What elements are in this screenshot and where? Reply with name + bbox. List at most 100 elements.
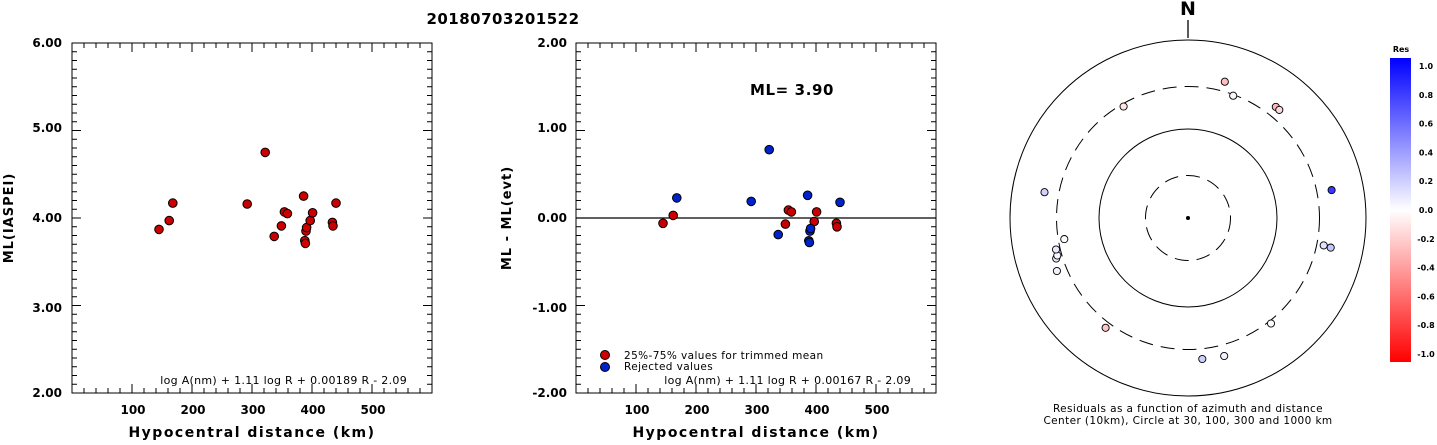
x-tick-label: 500 — [864, 403, 889, 417]
data-point — [168, 198, 178, 208]
data-point — [328, 221, 338, 231]
data-point — [242, 199, 252, 209]
y-tick-label: 6.00 — [32, 36, 62, 50]
x-tick-label: 200 — [684, 403, 709, 417]
colorbar-tick-label: -0.4 — [1417, 264, 1435, 273]
data-point — [672, 193, 682, 203]
colorbar-title: Res — [1393, 45, 1410, 54]
colorbar-tick-label: 1.0 — [1419, 62, 1434, 71]
residual-point — [1220, 77, 1229, 86]
data-point — [835, 197, 845, 208]
data-point — [764, 144, 775, 155]
data-point — [154, 224, 164, 235]
data-point — [832, 222, 842, 232]
colorbar-gradient — [1390, 58, 1411, 362]
residual-points — [1040, 77, 1336, 364]
data-point — [668, 210, 679, 221]
x-tick-labels: 100 200 300 400 500 — [624, 403, 889, 417]
distance-ring — [1098, 128, 1278, 308]
residual-point — [1198, 354, 1207, 364]
data-point — [269, 231, 280, 242]
colorbar-tick-label: -0.8 — [1417, 321, 1435, 330]
data-point — [300, 238, 311, 249]
x-tick-label: 400 — [804, 403, 829, 417]
residual-point — [1051, 245, 1061, 254]
residual-point — [1101, 323, 1110, 332]
formula-text: log A(nm) + 1.11 log R + 0.00167 R - 2.0… — [664, 374, 911, 387]
data-point — [276, 221, 287, 231]
x-tick-label: 100 — [120, 403, 145, 417]
legend-label-rejected: Rejected values — [624, 361, 713, 373]
data-point — [298, 191, 309, 201]
x-tick-label: 200 — [180, 403, 205, 417]
data-point — [164, 215, 174, 226]
north-label: N — [1180, 0, 1196, 20]
colorbar-tick-label: 0.8 — [1419, 91, 1434, 100]
data-point — [804, 237, 815, 248]
y-axis-label: ML - ML(evt) — [500, 166, 515, 270]
x-tick-label: 100 — [624, 403, 649, 417]
x-axis-label: Hypocentral distance (km) — [632, 425, 879, 441]
x-tick-label: 300 — [240, 403, 265, 417]
y-tick-label: -2.00 — [532, 386, 567, 400]
data-points — [154, 147, 341, 249]
colorbar-tick-label: -1.0 — [1417, 350, 1435, 359]
data-point — [282, 208, 293, 219]
data-point — [307, 208, 318, 218]
residual-point — [1319, 241, 1328, 250]
caption-line-1: Residuals as a function of azimuth and d… — [1053, 403, 1323, 415]
data-point — [811, 207, 822, 217]
residual-point — [1220, 351, 1229, 361]
data-point — [805, 223, 816, 234]
distance-ring — [1056, 86, 1320, 350]
colorbar-tick-label: 0.6 — [1419, 120, 1434, 129]
y-axis-label: ML(IASPEI) — [2, 173, 17, 264]
data-points — [658, 144, 845, 248]
y-tick-labels: -2.00 -1.00 0.00 1.00 2.00 — [532, 36, 567, 400]
residual-point — [1326, 243, 1335, 252]
residual-point — [1275, 105, 1284, 114]
panel-residual-vs-distance: -2.00 -1.00 0.00 1.00 2.00 100 200 300 4… — [500, 36, 937, 441]
colorbar-tick-label: -0.2 — [1417, 235, 1435, 244]
x-tick-label: 500 — [360, 403, 385, 417]
ml-annotation: ML= 3.90 — [750, 81, 834, 99]
residual-point — [1052, 266, 1061, 276]
distance-ring — [1145, 175, 1231, 261]
caption-line-2: Center (10km), Circle at 30, 100, 300 an… — [1043, 415, 1332, 427]
distance-ring — [1009, 39, 1367, 397]
colorbar-tick-labels: 1.0 0.8 0.6 0.4 0.2 0.0 -0.2 -0.4 -0.6 -0.8 -1.0 — [1417, 62, 1435, 359]
colorbar-tick-label: 0.0 — [1419, 206, 1434, 215]
axis-ticks — [576, 43, 936, 393]
data-point — [786, 207, 797, 217]
residual-point — [1060, 235, 1069, 244]
axis-ticks — [72, 43, 432, 393]
data-point — [331, 198, 341, 208]
legend-marker-trimmed — [600, 350, 610, 360]
y-tick-labels: 2.00 3.00 4.00 5.00 6.00 — [32, 36, 62, 400]
colorbar-tick-label: -0.6 — [1417, 292, 1435, 301]
figure-title: 20180703201522 — [426, 10, 579, 28]
y-tick-label: 2.00 — [537, 36, 567, 50]
y-tick-label: 0.00 — [537, 211, 567, 225]
y-tick-label: -1.00 — [532, 301, 567, 315]
x-axis-label: Hypocentral distance (km) — [128, 425, 375, 441]
legend-label-trimmed: 25%-75% values for trimmed mean — [624, 350, 824, 362]
colorbar-tick-label: 0.4 — [1419, 148, 1434, 157]
data-point — [780, 219, 791, 229]
y-tick-label: 2.00 — [32, 386, 62, 400]
formula-text: log A(nm) + 1.11 log R + 0.00189 R - 2.0… — [160, 374, 407, 387]
distance-rings — [1009, 39, 1367, 397]
data-point — [260, 147, 271, 158]
data-point — [773, 229, 784, 240]
x-tick-label: 400 — [300, 403, 325, 417]
center-dot — [1186, 216, 1190, 220]
x-tick-labels: 100 200 300 400 500 — [120, 403, 385, 417]
panel-azimuth-residuals: N Residuals as a function of azimuth and… — [1009, 0, 1367, 427]
residual-point — [1119, 102, 1128, 111]
data-point — [746, 196, 757, 207]
residual-point — [1229, 91, 1238, 100]
residual-point — [1327, 186, 1336, 195]
residual-colorbar: Res 1.0 0.8 0.6 0.4 0.2 0.0 -0.2 -0.4 -0.6 -0.8 -1… — [1390, 45, 1435, 362]
data-point — [802, 190, 813, 201]
